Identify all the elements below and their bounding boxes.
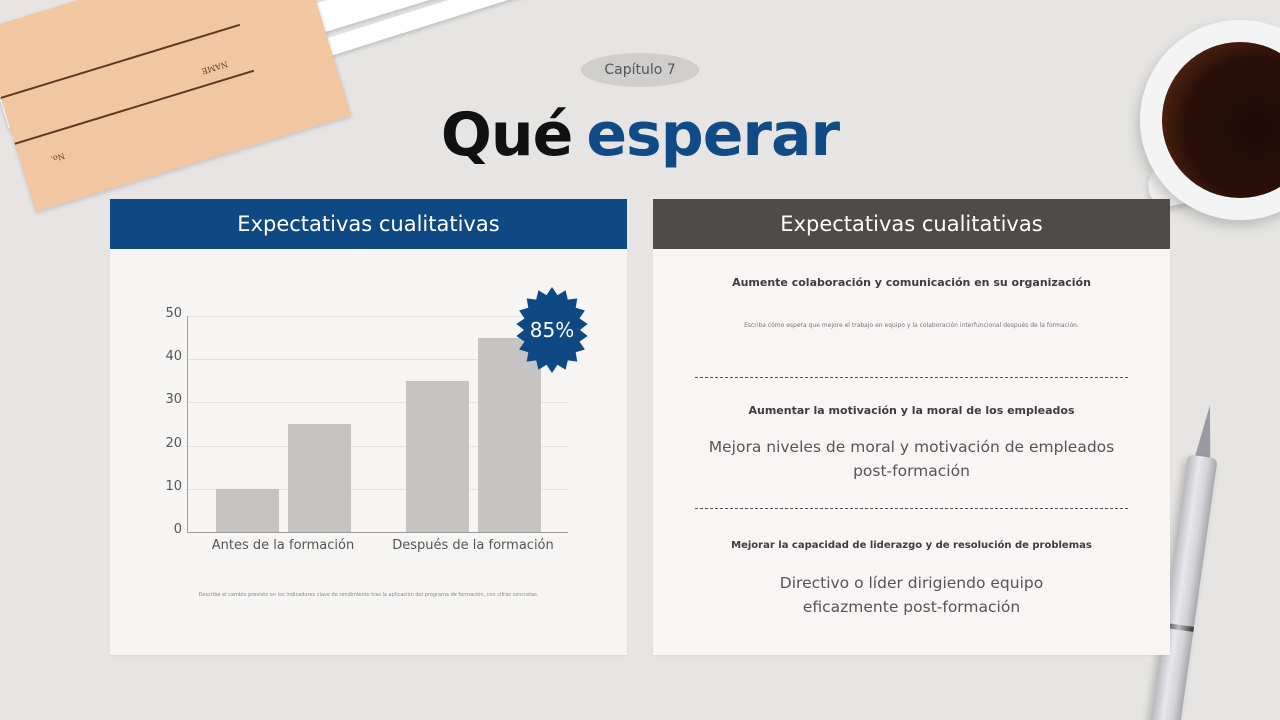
item-description-line-1: Mejora niveles de moral y motivación de … <box>708 438 1115 456</box>
folder-name-label: NAME <box>200 59 229 76</box>
item-description-line-2: post-formación <box>853 462 970 480</box>
bar-chart: 50 40 30 20 10 0 Antes de la formación D… <box>110 199 627 655</box>
folder-line <box>0 23 241 99</box>
chart-card-title: Expectativas cualitativas <box>237 212 500 236</box>
x-axis <box>187 532 568 533</box>
y-tick-30: 30 <box>165 392 182 407</box>
list-item-collaboration: Aumente colaboración y comunicación en s… <box>653 276 1170 289</box>
gridline-10 <box>187 489 568 490</box>
item-description-line-2: eficazmente post-formación <box>802 598 1021 616</box>
list-item-collaboration-desc: Escriba cómo espera que mejore el trabaj… <box>653 322 1170 329</box>
gridline-50 <box>187 316 568 317</box>
chapter-label: Capítulo 7 <box>604 62 676 78</box>
item-title: Aumente colaboración y comunicación en s… <box>732 276 1091 289</box>
title-part-1: Qué <box>440 100 573 170</box>
page-title: Qué esperar <box>0 100 1280 170</box>
list-item-leadership: Mejorar la capacidad de liderazgo y de r… <box>653 540 1170 551</box>
chapter-badge: Capítulo 7 <box>581 53 699 87</box>
expectations-card-header: Expectativas cualitativas <box>653 199 1170 249</box>
gridline-40 <box>187 359 568 360</box>
y-tick-40: 40 <box>165 349 182 364</box>
chart-card: Expectativas cualitativas 50 40 30 20 10… <box>110 199 627 655</box>
gridline-20 <box>187 446 568 447</box>
y-tick-20: 20 <box>165 436 182 451</box>
bar-despues-serie2 <box>478 338 541 532</box>
y-tick-50: 50 <box>165 306 182 321</box>
item-description-line-1: Directivo o líder dirigiendo equipo <box>779 574 1044 592</box>
item-description: Escriba cómo espera que mejore el trabaj… <box>744 322 1079 329</box>
bar-despues-serie1 <box>406 381 469 532</box>
starburst-icon <box>516 287 588 373</box>
dashed-divider <box>695 377 1128 378</box>
x-label-despues: Después de la formación <box>392 538 554 553</box>
dashed-divider <box>695 508 1128 509</box>
expectations-card-title: Expectativas cualitativas <box>780 212 1043 236</box>
bar-antes-serie2 <box>288 424 351 532</box>
list-item-motivation: Aumentar la motivación y la moral de los… <box>653 404 1170 417</box>
item-title: Aumentar la motivación y la moral de los… <box>748 404 1075 417</box>
item-title: Mejorar la capacidad de liderazgo y de r… <box>731 540 1092 551</box>
y-tick-10: 10 <box>165 479 182 494</box>
chart-card-header: Expectativas cualitativas <box>110 199 627 249</box>
badge-value: 85% <box>529 318 575 342</box>
list-item-leadership-desc: Directivo o líder dirigiendo equipo efic… <box>653 571 1170 619</box>
expectations-card: Expectativas cualitativas Aumente colabo… <box>653 199 1170 655</box>
list-item-motivation-desc: Mejora niveles de moral y motivación de … <box>653 435 1170 483</box>
y-tick-0: 0 <box>173 522 182 537</box>
title-part-2: esperar <box>586 100 840 170</box>
y-axis <box>187 316 188 533</box>
x-label-antes: Antes de la formación <box>211 538 355 553</box>
percentage-badge: 85% <box>509 287 595 373</box>
coffee <box>1162 42 1280 198</box>
chart-note: Describe el cambio previsto en los indic… <box>198 592 539 598</box>
bar-antes-serie1 <box>216 489 279 532</box>
pen-tip <box>1194 403 1218 461</box>
gridline-30 <box>187 402 568 403</box>
